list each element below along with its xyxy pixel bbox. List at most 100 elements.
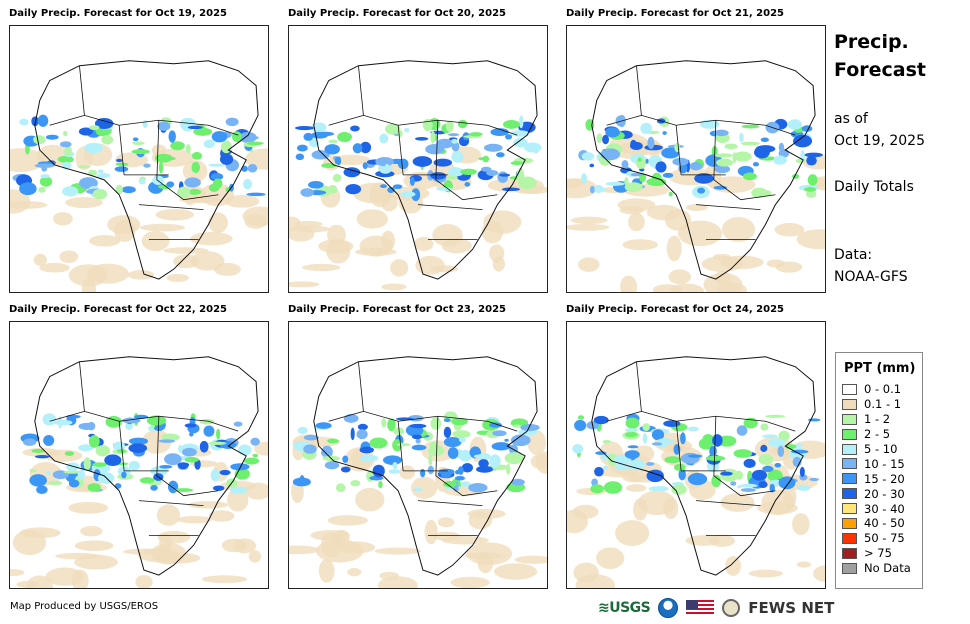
legend-swatch <box>842 428 857 440</box>
country-border <box>118 421 125 471</box>
precip-cell <box>593 415 609 425</box>
country-border <box>713 416 776 497</box>
precip-cell <box>796 561 812 568</box>
precip-cell <box>381 283 407 291</box>
africa-map <box>10 60 268 292</box>
state-dept-seal-icon <box>722 599 741 617</box>
legend-item: 50 - 75 <box>842 531 922 546</box>
precip-cell <box>478 157 487 161</box>
precip-cell <box>384 123 401 135</box>
precip-cell <box>74 554 118 570</box>
precip-cell <box>648 486 669 492</box>
precip-cell <box>737 485 742 489</box>
precip-cell <box>754 146 770 159</box>
precip-cell <box>430 172 447 180</box>
precip-cell <box>139 477 155 484</box>
precip-cell <box>520 423 540 432</box>
precip-cell <box>640 122 653 134</box>
precip-cell <box>476 465 494 473</box>
precip-cell <box>758 481 768 489</box>
precip-cell <box>669 283 705 292</box>
precip-cell <box>572 443 584 454</box>
precip-cell <box>114 166 129 172</box>
precip-cell <box>59 250 79 263</box>
legend-label: 10 - 15 <box>864 456 905 471</box>
precip-cell <box>178 464 188 470</box>
precip-cell <box>356 209 388 229</box>
precip-cell <box>436 138 454 149</box>
as-of-date: Oct 19, 2025 <box>834 133 925 149</box>
precip-cell <box>662 172 674 178</box>
precip-cell <box>443 437 462 448</box>
precip-cell <box>714 153 733 158</box>
precip-cell <box>135 575 153 588</box>
precip-cell <box>773 155 787 165</box>
precip-cell <box>335 483 346 493</box>
legend-swatch <box>842 443 857 455</box>
panel-title-6: Daily Precip. Forecast for Oct 24, 2025 <box>566 304 784 315</box>
precip-cell <box>332 173 342 182</box>
precip-cell <box>321 445 333 459</box>
legend-item: 40 - 50 <box>842 516 922 531</box>
usgs-logo: ≋USGS <box>598 600 651 616</box>
precip-cell <box>187 501 229 509</box>
precip-cell <box>432 224 463 247</box>
precip-cell <box>242 206 268 226</box>
precip-cell <box>600 148 621 161</box>
precip-cell <box>337 132 353 143</box>
legend-item: 0.1 - 1 <box>842 397 922 412</box>
precip-cell <box>628 212 645 232</box>
precip-cell <box>668 269 691 285</box>
precip-cell <box>481 166 492 172</box>
legend-item: 5 - 10 <box>842 442 922 457</box>
precip-cell <box>233 421 243 427</box>
precip-cell <box>642 433 648 444</box>
precip-cell <box>637 490 676 516</box>
precip-cell <box>43 434 55 446</box>
precip-cell <box>570 216 608 225</box>
coastline <box>591 60 816 280</box>
precip-cell <box>712 434 723 447</box>
precip-cell <box>387 418 396 432</box>
country-border <box>695 500 761 507</box>
precip-cell <box>440 473 452 479</box>
legend-label: 0.1 - 1 <box>864 397 902 412</box>
precip-cell <box>422 118 433 132</box>
precip-cell <box>131 149 150 155</box>
precip-cell <box>760 444 768 452</box>
precip-cell <box>155 208 195 221</box>
precip-cell <box>34 163 55 168</box>
precip-cell <box>243 178 253 190</box>
precip-cell <box>65 197 103 209</box>
precip-cell <box>59 141 72 148</box>
precip-cell <box>804 152 823 158</box>
precip-cell <box>468 483 488 493</box>
precip-cell <box>424 519 438 545</box>
precip-cell <box>208 163 225 167</box>
precip-cell <box>64 451 75 456</box>
precip-cell <box>743 458 756 469</box>
precip-cell <box>78 127 94 136</box>
precip-cell <box>451 141 460 152</box>
precip-cell <box>95 445 111 457</box>
precip-cell <box>451 417 468 426</box>
precip-cell <box>294 125 315 131</box>
precip-cell <box>400 191 416 198</box>
precip-cell <box>380 194 398 212</box>
country-border <box>606 410 642 422</box>
side-title: Precip. Forecast <box>834 28 926 84</box>
precip-cell <box>350 125 360 132</box>
precip-cell <box>436 187 453 191</box>
legend-item: 30 - 40 <box>842 501 922 516</box>
precip-cell <box>468 511 493 530</box>
legend-swatch <box>842 503 857 515</box>
country-border <box>675 421 682 471</box>
precip-cell <box>595 451 607 455</box>
precip-cell <box>748 569 784 578</box>
precip-cell <box>132 137 139 142</box>
panel-title-1: Daily Precip. Forecast for Oct 19, 2025 <box>9 8 227 19</box>
precip-cell <box>355 247 397 256</box>
precip-cell <box>705 455 726 461</box>
precip-cell <box>420 468 426 478</box>
precip-cell <box>740 141 760 146</box>
